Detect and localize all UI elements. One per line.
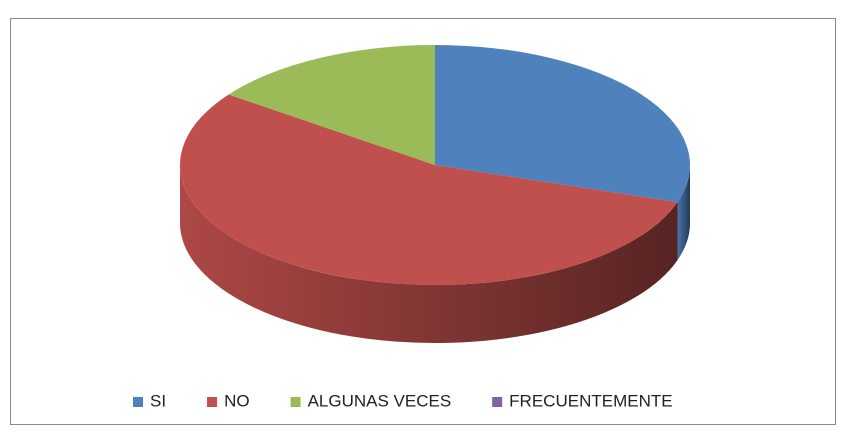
pie-slice [228, 45, 435, 165]
legend-swatch [492, 397, 503, 407]
pie-sides [180, 165, 690, 344]
legend-swatch [207, 397, 218, 407]
slice-side-shade [180, 165, 678, 344]
pie-slice [435, 45, 691, 203]
pie-slice [180, 94, 678, 285]
slice-side-shade [677, 165, 690, 261]
legend-label: FRECUENTEMENTE [509, 391, 672, 410]
legend-swatch [290, 397, 301, 407]
legend-swatch [133, 397, 143, 407]
pie-tops [180, 45, 691, 285]
legend-label: SI [150, 391, 166, 410]
legend-label: ALGUNAS VECES [308, 391, 452, 410]
legend-label: NO [224, 391, 250, 410]
